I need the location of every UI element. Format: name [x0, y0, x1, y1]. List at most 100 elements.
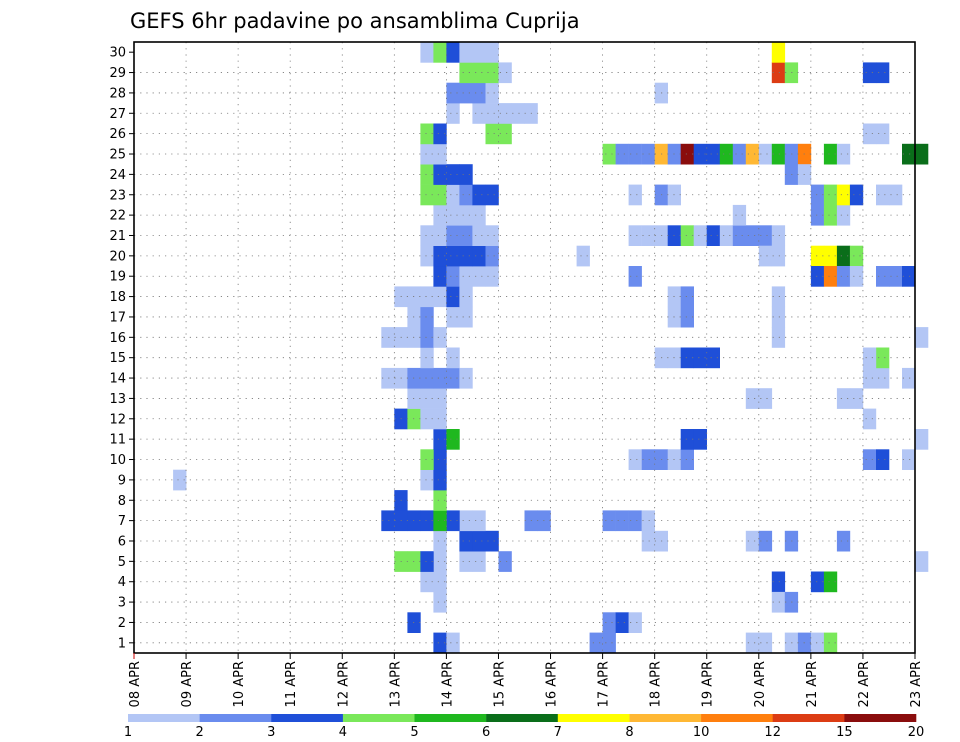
y-tick-label: 1 [118, 636, 126, 651]
heatmap-cell [680, 306, 694, 328]
heatmap-cell [758, 632, 773, 654]
heatmap-cell [836, 143, 851, 165]
legend-label: 20 [908, 725, 925, 740]
heatmap-cell [485, 82, 499, 104]
heatmap-cell [810, 266, 825, 287]
heatmap-cell [615, 510, 629, 532]
heatmap-cell [706, 143, 720, 165]
heatmap-cell [771, 245, 786, 267]
heatmap-cell [915, 143, 929, 165]
x-tick-label: 10 APR [232, 661, 247, 707]
heatmap-cell [420, 408, 434, 430]
heatmap-cell [641, 530, 655, 552]
heatmap-cell [823, 184, 838, 206]
heatmap-cell [459, 62, 473, 84]
heatmap-cell [732, 143, 747, 165]
heatmap-cell [485, 103, 499, 124]
heatmap-cell [420, 388, 434, 409]
legend-label: 5 [410, 725, 418, 740]
heatmap-cell [459, 286, 473, 308]
heatmap-cell [420, 245, 434, 267]
heatmap-cell [862, 62, 877, 84]
y-tick-label: 6 [118, 534, 126, 549]
heatmap-cell [433, 449, 447, 470]
y-tick-label: 18 [109, 290, 126, 305]
x-tick-label: 08 APR [128, 661, 143, 707]
heatmap-cell [862, 449, 877, 470]
heatmap-cell [862, 123, 877, 145]
heatmap-cell [823, 245, 838, 267]
heatmap-cell [706, 347, 720, 369]
heatmap-cell [381, 367, 395, 389]
heatmap-cell [771, 42, 786, 63]
heatmap-cell [836, 245, 851, 267]
plot-frame [133, 41, 916, 654]
heatmap-cell [381, 327, 395, 348]
heatmap-cell [420, 327, 434, 348]
heatmap-cell [420, 551, 434, 572]
heatmap-cell [446, 266, 460, 287]
heatmap-cell [459, 204, 473, 226]
heatmap-cell [446, 347, 460, 369]
x-tick-label: 23 APR [909, 661, 924, 707]
x-tick-label: 16 APR [545, 661, 560, 707]
heatmap-cell [459, 530, 473, 552]
legend-swatch [844, 714, 917, 722]
y-tick-label: 15 [109, 351, 126, 366]
legend-label: 2 [195, 725, 203, 740]
heatmap-cell [485, 123, 499, 145]
heatmap-cell [485, 62, 499, 84]
legend-swatch [772, 714, 845, 722]
heatmap-cell [628, 612, 642, 633]
heatmap-cell [459, 164, 473, 185]
heatmap-cell [381, 510, 395, 532]
heatmap-cell [446, 204, 460, 226]
heatmap-cell [771, 225, 786, 246]
heatmap-cell [472, 62, 486, 84]
x-tick-label: 09 APR [180, 661, 195, 707]
x-tick-label: 12 APR [336, 661, 351, 707]
heatmap-cell [459, 306, 473, 328]
y-tick-label: 28 [109, 86, 126, 101]
heatmap-cell [628, 266, 642, 287]
heatmap-cell [810, 184, 825, 206]
heatmap-cell [589, 632, 603, 654]
heatmap-cell [459, 510, 473, 532]
heatmap-cell [758, 225, 773, 246]
heatmap-cell [446, 632, 460, 654]
heatmap-cell [758, 530, 773, 552]
heatmap-cell [433, 245, 447, 267]
heatmap-cell [459, 245, 473, 267]
heatmap-cell [472, 82, 486, 104]
heatmap-cell [472, 204, 486, 226]
heatmap-cell [680, 286, 694, 308]
heatmap-cell [576, 245, 590, 267]
heatmap-cell [836, 530, 851, 552]
heatmap-cell [511, 103, 525, 124]
heatmap-cell [615, 612, 629, 633]
heatmap-cell [902, 143, 916, 165]
y-tick-label: 20 [109, 249, 126, 264]
heatmap-cell [836, 204, 851, 226]
heatmap-cell [628, 510, 642, 532]
heatmap-cell [602, 612, 616, 633]
heatmap-cell [446, 429, 460, 450]
heatmap-cell [732, 225, 747, 246]
heatmap-cell [876, 184, 890, 206]
heatmap-cell [446, 225, 460, 246]
heatmap-cell [876, 449, 890, 470]
y-tick-label: 14 [109, 372, 126, 387]
heatmap-cell [849, 266, 864, 287]
heatmap-cell [680, 429, 694, 450]
heatmap-cell [876, 367, 890, 389]
heatmap-cell [823, 143, 838, 165]
heatmap-cell [902, 367, 916, 389]
heatmap-cell [433, 42, 447, 63]
legend-swatch [486, 714, 559, 722]
legend-label: 10 [693, 725, 710, 740]
legend-label: 12 [764, 725, 781, 740]
heatmap-cell [915, 327, 929, 348]
heatmap-cell [498, 551, 512, 572]
heatmap-cell [602, 143, 616, 165]
